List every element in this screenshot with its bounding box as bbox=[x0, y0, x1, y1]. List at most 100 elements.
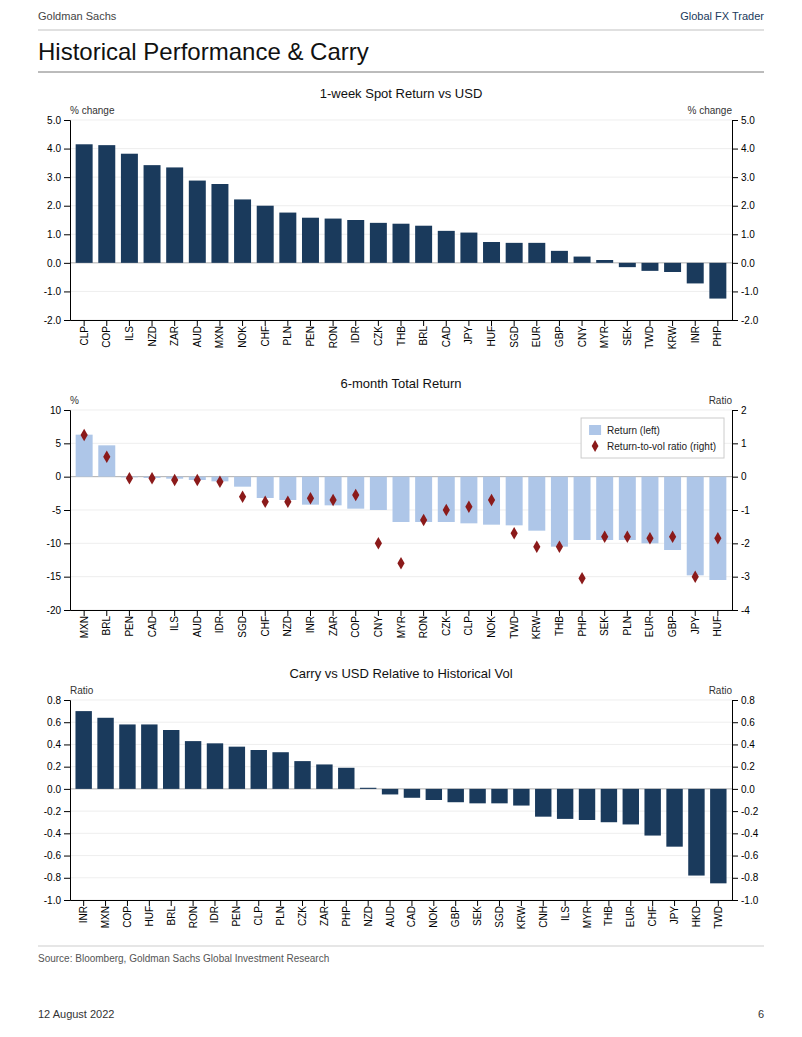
tick-label: 1.0 bbox=[741, 229, 755, 240]
y2-tick: -0.6 bbox=[732, 850, 759, 861]
x-tick: THB bbox=[396, 320, 407, 346]
tick-mark bbox=[732, 856, 738, 857]
bar bbox=[574, 477, 591, 540]
bar bbox=[393, 224, 410, 263]
x-tick: SEK bbox=[599, 610, 610, 636]
tick-mark bbox=[64, 610, 70, 611]
tick-mark bbox=[333, 610, 334, 616]
x-tick: NZD bbox=[282, 610, 293, 637]
y-axis: -20-15-10-50510 bbox=[47, 405, 71, 616]
x-tick: ILS bbox=[169, 610, 180, 631]
x-tick: BRL bbox=[101, 610, 112, 635]
y2-tick: 5.0 bbox=[732, 115, 755, 126]
bar bbox=[121, 154, 138, 263]
x-tick: CNY bbox=[577, 320, 588, 347]
y2-tick: 0.0 bbox=[732, 258, 755, 269]
bar bbox=[619, 263, 636, 267]
x-tick: RON bbox=[188, 900, 199, 928]
bar bbox=[325, 219, 342, 263]
x-tick: SEK bbox=[472, 900, 483, 926]
bar bbox=[370, 477, 387, 510]
x-tick: INR bbox=[690, 320, 701, 343]
tick-label: 0.6 bbox=[741, 717, 755, 728]
tick-label: 4.0 bbox=[741, 143, 755, 154]
y-tick: 5.0 bbox=[47, 115, 70, 126]
x-tick: CHF bbox=[260, 610, 271, 637]
bar bbox=[709, 477, 726, 580]
tick-mark bbox=[732, 744, 738, 745]
tick-mark bbox=[582, 320, 583, 326]
tick-mark bbox=[514, 610, 515, 616]
point bbox=[601, 530, 608, 542]
tick-label: EUR bbox=[531, 326, 542, 347]
tick-mark bbox=[732, 477, 738, 478]
tick-label: SEK bbox=[622, 326, 633, 346]
grid-line bbox=[70, 833, 732, 834]
tick-label: CLP bbox=[253, 906, 264, 926]
y2-tick: -3 bbox=[732, 571, 750, 582]
tick-mark bbox=[604, 610, 605, 616]
x-tick: CAD bbox=[147, 610, 158, 637]
y-tick: 0.0 bbox=[47, 258, 70, 269]
y2-tick: -1.0 bbox=[732, 286, 759, 297]
x-tick: CLP bbox=[463, 610, 474, 635]
grid bbox=[70, 700, 732, 900]
y-tick: 2.0 bbox=[47, 200, 70, 211]
y2-tick: 2 bbox=[732, 405, 747, 416]
tick-mark bbox=[152, 320, 153, 326]
x-tick: TWD bbox=[644, 320, 655, 349]
x-tick: COP bbox=[122, 900, 133, 928]
bar bbox=[294, 761, 310, 789]
x-tick: AUD bbox=[192, 610, 203, 637]
tick-mark bbox=[732, 900, 738, 901]
point bbox=[556, 540, 563, 552]
y2-tick: 4.0 bbox=[732, 143, 755, 154]
tick-label: IDR bbox=[214, 616, 225, 633]
tick-label: ZAR bbox=[328, 616, 339, 636]
chart: -20-15-10-50510-4-3-2-1012MXNBRLPENCADIL… bbox=[47, 376, 751, 639]
tick-label: -1.0 bbox=[44, 895, 62, 906]
tick-label: 3.0 bbox=[741, 172, 755, 183]
bar bbox=[163, 730, 179, 789]
x-tick: CNH bbox=[538, 900, 549, 928]
tick-mark bbox=[732, 510, 738, 511]
bar bbox=[347, 220, 364, 263]
grid bbox=[70, 120, 732, 320]
tick-label: -0.6 bbox=[44, 850, 62, 861]
tick-label: CAD bbox=[147, 616, 158, 637]
tick-mark bbox=[64, 811, 70, 812]
bar bbox=[469, 789, 485, 803]
x-tick: NZD bbox=[363, 900, 374, 927]
tick-label: -1.0 bbox=[741, 286, 759, 297]
tick-label: ZAR bbox=[319, 906, 330, 926]
bar bbox=[189, 181, 206, 263]
tick-mark bbox=[64, 477, 70, 478]
tick-label: ZAR bbox=[169, 326, 180, 346]
tick-mark bbox=[477, 900, 478, 906]
bar bbox=[551, 477, 568, 547]
bar bbox=[185, 741, 201, 789]
point bbox=[103, 450, 110, 462]
point bbox=[171, 474, 178, 486]
tick-label: NZD bbox=[282, 616, 293, 637]
tick-label: 0.0 bbox=[47, 784, 61, 795]
tick-mark bbox=[732, 833, 738, 834]
tick-label: THB bbox=[396, 326, 407, 346]
x-tick: NOK bbox=[428, 900, 439, 928]
tick-label: IDR bbox=[209, 906, 220, 923]
x-tick: PLN bbox=[275, 900, 286, 925]
tick-label: -1.0 bbox=[44, 286, 62, 297]
y2-tick: -2 bbox=[732, 538, 750, 549]
tick-mark bbox=[355, 320, 356, 326]
grid-line bbox=[70, 148, 732, 149]
tick-mark bbox=[324, 900, 325, 906]
tick-label: 5.0 bbox=[47, 115, 61, 126]
y2-tick: 3.0 bbox=[732, 172, 755, 183]
point bbox=[578, 572, 585, 584]
y2-label: % change bbox=[688, 105, 733, 116]
y-tick: 0 bbox=[55, 471, 70, 482]
tick-mark bbox=[695, 320, 696, 326]
chart-title: 1-week Spot Return vs USD bbox=[320, 86, 483, 101]
tick-label: KRW bbox=[531, 615, 542, 639]
point bbox=[511, 527, 518, 539]
